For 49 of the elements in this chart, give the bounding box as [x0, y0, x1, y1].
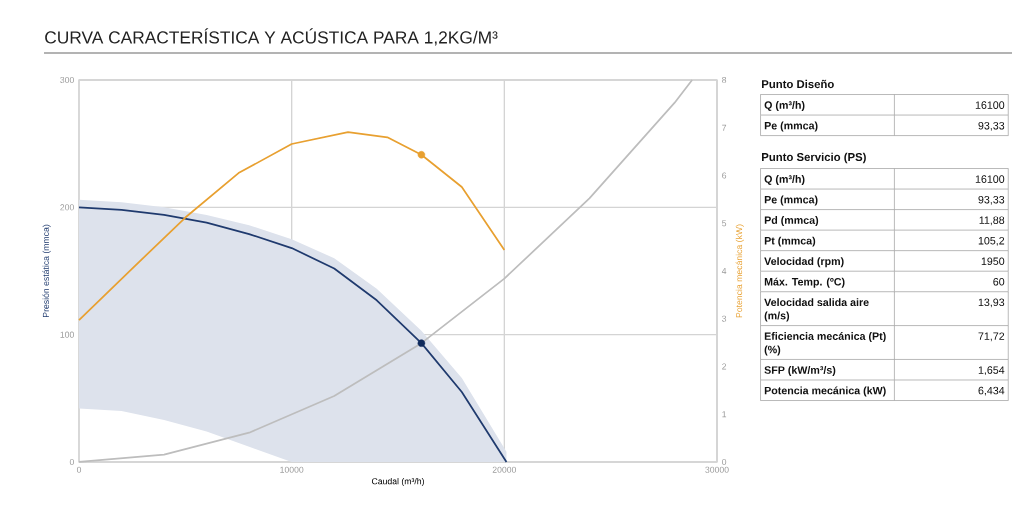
category-label: Velocidad (rpm)	[764, 257, 844, 268]
category-label: Pt (mmca)	[764, 236, 816, 247]
category-label: Pd (mmca)	[764, 216, 819, 227]
y-tick-label: 200	[60, 204, 74, 211]
x-axis-title: Caudal (m³/h)	[371, 477, 424, 487]
text: 105,2	[978, 236, 1005, 246]
category-label: Pe (mmca)	[764, 121, 818, 132]
text: 60	[993, 278, 1005, 286]
category-label: Máx. Temp. (ºC)	[764, 277, 845, 288]
y2-tick-label: 1	[722, 411, 727, 418]
category-label: Velocidad salida aire (m/s)	[764, 298, 869, 322]
y-axis-title: Presión estática (mmca)	[42, 224, 51, 317]
text: 93,33	[978, 121, 1005, 131]
chart-title: CURVA CARACTERÍSTICA Y ACÚSTICA PARA 1,2KG/M³	[45, 28, 498, 46]
text: 93,33	[978, 195, 1005, 205]
y2-tick-label: 3	[722, 315, 727, 322]
text: 13,93	[978, 298, 1005, 308]
text: 71,72	[978, 332, 1005, 342]
y2-tick-label: 6	[722, 172, 727, 179]
line-series	[78, 131, 506, 322]
text: 1950	[981, 257, 1005, 266]
x-tick-label: 20000	[492, 466, 517, 473]
text: Punto Servicio (PS)	[762, 152, 866, 164]
line-series	[78, 79, 693, 463]
x-tick-label: 30000	[705, 466, 729, 473]
category-label: Eficiencia mecánica (Pt) (%)	[764, 332, 886, 356]
text: 6,434	[978, 386, 1005, 396]
y-tick-label: 100	[60, 331, 74, 338]
category-label: Pe (mmca)	[764, 195, 818, 206]
x-tick-label: 10000	[280, 466, 304, 473]
y-tick-label: 0	[69, 458, 74, 466]
category-label: SFP (kW/m³/s)	[764, 365, 836, 376]
text: 1,654	[978, 366, 1005, 376]
y2-axis-title: Potencia mecánica (kW)	[735, 224, 744, 318]
text: 16100	[975, 175, 1005, 183]
y2-tick-label: 2	[722, 363, 727, 370]
y-tick-label: 300	[60, 76, 74, 84]
text: 11,88	[979, 216, 1005, 226]
y2-tick-label: 4	[721, 268, 727, 274]
x-tick-label: 0	[76, 466, 82, 473]
category-label: Q (m³/h)	[764, 175, 805, 186]
text: Punto Diseño	[762, 79, 834, 89]
y2-tick-label: 7	[722, 124, 727, 131]
text: 16100	[975, 101, 1005, 109]
y2-tick-label: 8	[722, 76, 727, 84]
y2-tick-label: 0	[722, 458, 727, 466]
category-label: Q (m³/h)	[764, 101, 805, 112]
y2-tick-label: 5	[722, 220, 727, 227]
category-label: Potencia mecánica (kW)	[764, 386, 886, 397]
